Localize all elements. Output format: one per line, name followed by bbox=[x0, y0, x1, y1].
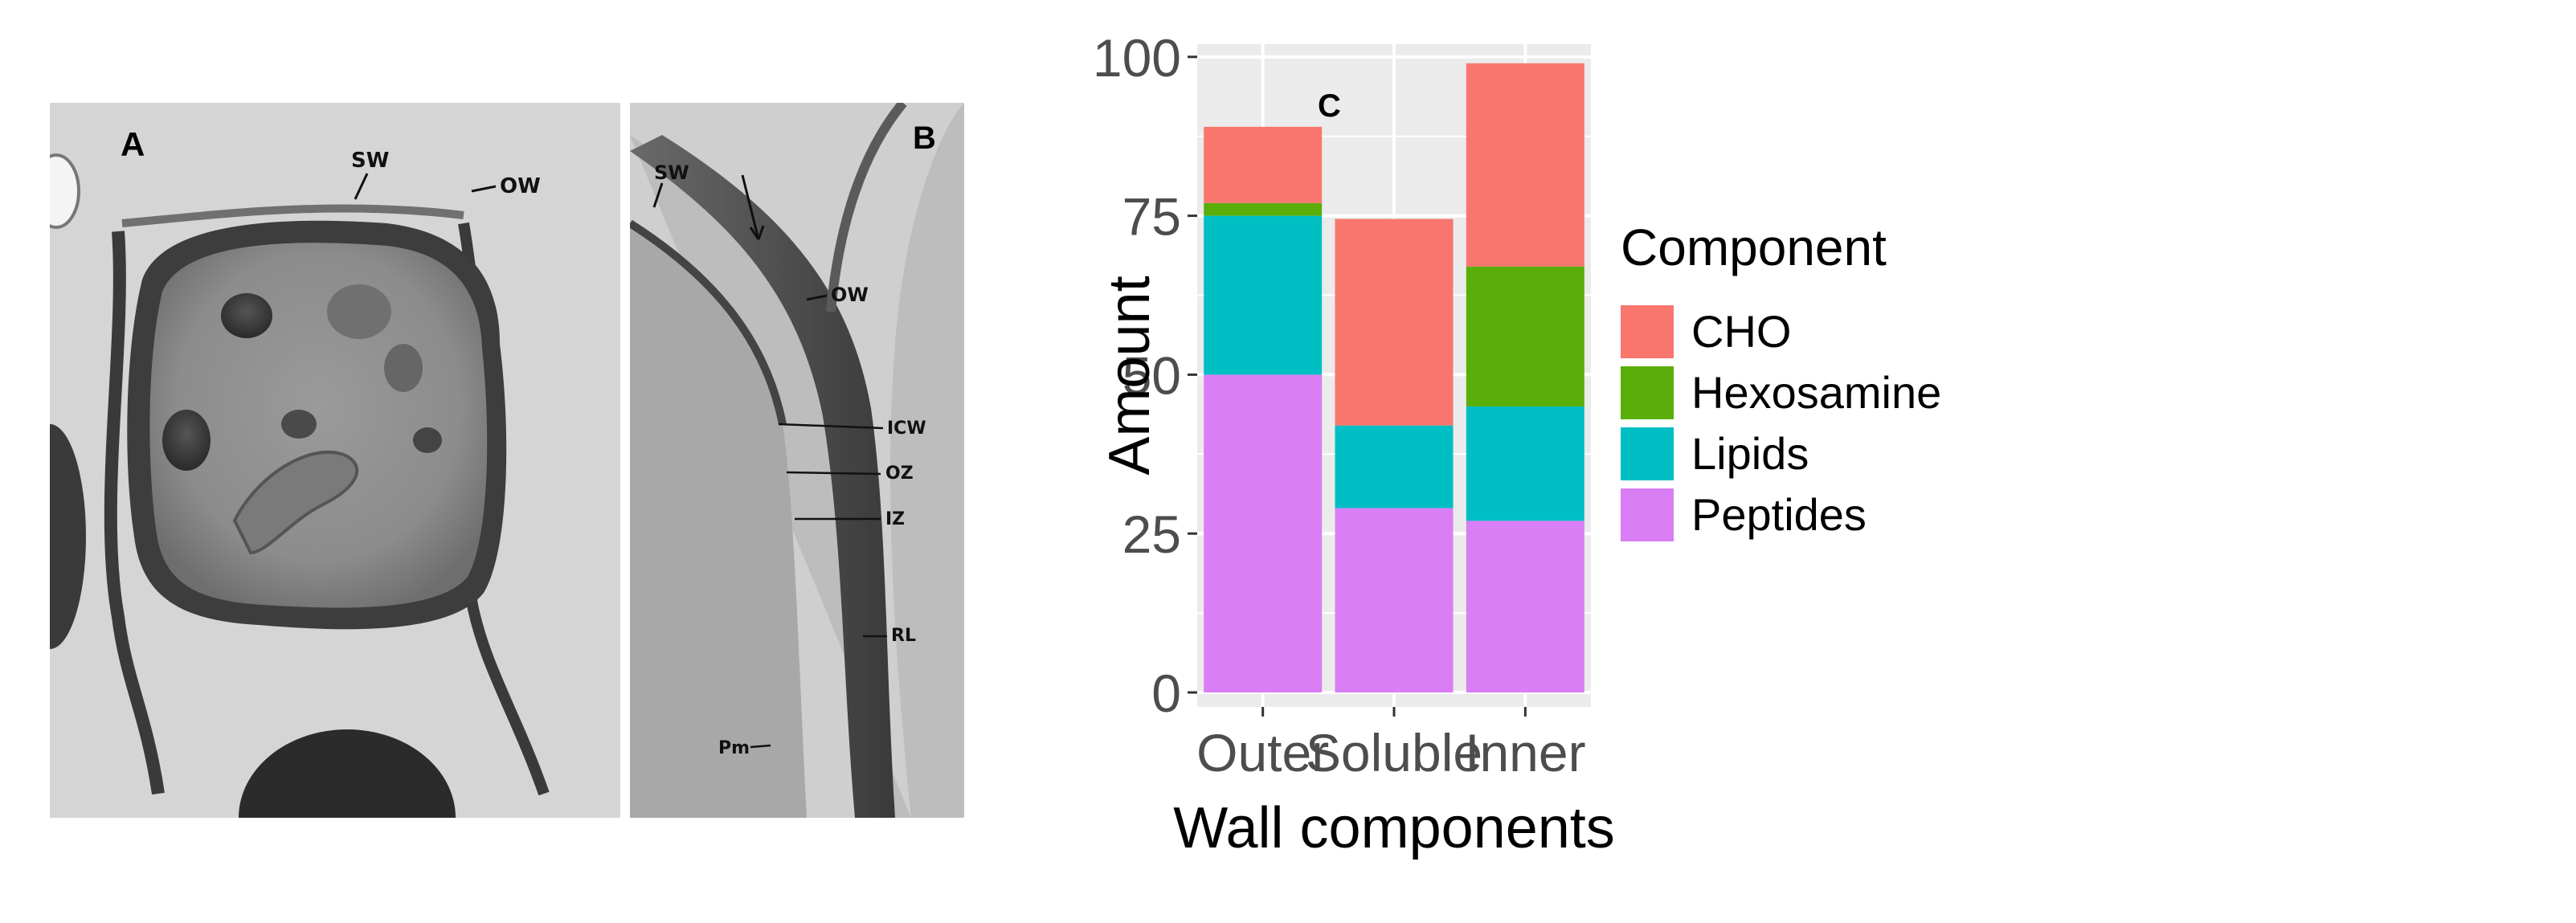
label-iz: IZ bbox=[885, 509, 905, 529]
x-tick-label-outer: Outer bbox=[1196, 723, 1329, 782]
legend-label-lipids: Lipids bbox=[1691, 428, 1809, 479]
panel-letter-b: B bbox=[913, 120, 936, 156]
panel-letter-c: C bbox=[1318, 88, 1341, 124]
label-ow-b: OW bbox=[831, 284, 869, 306]
label-sw-b: SW bbox=[654, 161, 689, 184]
legend-swatch-lipids bbox=[1621, 427, 1674, 480]
y-axis-title: Amount bbox=[1098, 276, 1162, 475]
x-tick-label-soluble: Soluble bbox=[1306, 723, 1482, 782]
arrow-indicator bbox=[741, 174, 760, 240]
label-pm: Pm bbox=[718, 738, 750, 758]
micrograph-panel-b: SW OW ICW OZ IZ RL Pm B bbox=[630, 103, 964, 818]
y-tick-label: 75 bbox=[1122, 187, 1181, 247]
y-tick-label: 25 bbox=[1122, 504, 1181, 564]
legend-label-hexosamine: Hexosamine bbox=[1691, 367, 1941, 418]
panel-letter-a: A bbox=[121, 125, 145, 163]
bar-segment-outer-cho bbox=[1204, 126, 1323, 203]
bar-segment-inner-lipids bbox=[1466, 406, 1584, 521]
y-tick-label: 50 bbox=[1122, 345, 1181, 405]
micrograph-panel-a: SW OW A bbox=[50, 103, 620, 818]
x-tick-label-inner: Inner bbox=[1465, 723, 1585, 782]
bars bbox=[1204, 63, 1584, 692]
bar-segment-soluble-peptides bbox=[1335, 508, 1454, 692]
legend-swatch-hexosamine bbox=[1621, 366, 1674, 419]
label-rl: RL bbox=[891, 626, 916, 646]
y-axis: 0 25 50 75 100 bbox=[1093, 28, 1197, 723]
bar-segment-soluble-lipids bbox=[1335, 425, 1454, 508]
legend-swatch-cho bbox=[1621, 305, 1674, 358]
legend-label-cho: CHO bbox=[1691, 306, 1791, 357]
y-tick-label: 0 bbox=[1151, 664, 1181, 723]
micrograph-a-image: SW OW bbox=[50, 103, 620, 818]
bar-segment-outer-hexosamine bbox=[1204, 202, 1323, 216]
legend: Component CHO Hexosamine Lipids Peptides bbox=[1621, 218, 1941, 541]
y-tick-label: 100 bbox=[1093, 28, 1181, 88]
bar-segment-inner-peptides bbox=[1466, 521, 1584, 692]
label-ow-a: OW bbox=[500, 174, 541, 198]
legend-label-peptides: Peptides bbox=[1691, 489, 1867, 540]
label-oz: OZ bbox=[885, 464, 914, 484]
bar-segment-outer-peptides bbox=[1204, 374, 1323, 692]
bar-segment-soluble-cho bbox=[1335, 218, 1454, 426]
legend-title: Component bbox=[1621, 218, 1887, 276]
bar-segment-inner-cho bbox=[1466, 63, 1584, 267]
chart-panel-c: 0 25 50 75 100 Outer Soluble Inner C Amount Wa… bbox=[1037, 0, 2576, 919]
bar-segment-outer-lipids bbox=[1204, 215, 1323, 375]
bar-segment-inner-hexosamine bbox=[1466, 266, 1584, 406]
label-sw-a: SW bbox=[351, 149, 389, 173]
x-axis-title: Wall components bbox=[1173, 796, 1615, 860]
legend-swatch-peptides bbox=[1621, 488, 1674, 541]
label-icw: ICW bbox=[887, 419, 926, 439]
micrograph-b-image: SW OW ICW OZ IZ RL Pm bbox=[630, 103, 964, 818]
